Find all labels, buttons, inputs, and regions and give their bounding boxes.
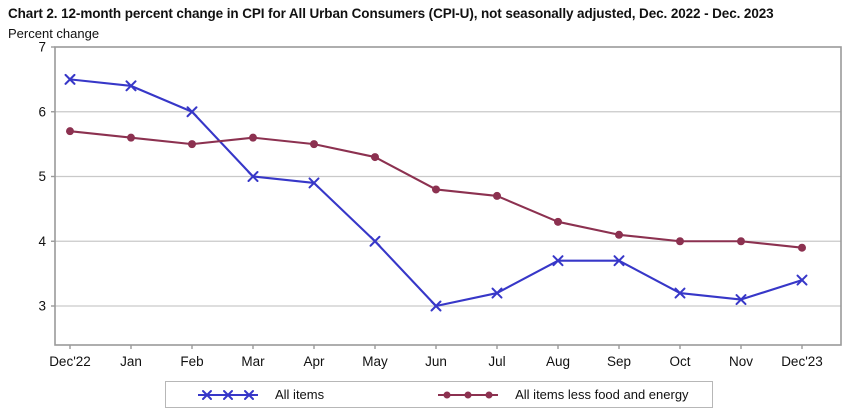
plot-border [54,46,842,346]
marker-x [64,73,76,85]
marker-dot [493,191,501,200]
marker-x [552,255,564,267]
legend-sample-core [438,391,499,398]
x-tick-label: Jul [488,354,505,369]
x-tick-label: Mar [241,354,265,369]
marker-x [796,274,808,286]
marker-x [491,287,503,299]
marker-x [202,389,212,400]
marker-x [125,80,137,92]
legend-item-all-items: All items [196,387,324,402]
marker-x [308,177,320,189]
x-tick-label: Sep [607,354,631,369]
x-tick-label: Oct [669,354,690,369]
marker-x [613,255,625,267]
marker-dot [443,391,451,398]
marker-dot [798,243,806,252]
legend: All items All items less food and energy [165,381,713,408]
marker-x [674,287,686,299]
marker-dot [737,237,745,246]
y-tick-label: 4 [38,234,46,249]
marker-dot [127,133,135,142]
y-tick-label: 3 [38,299,46,314]
y-tick-label: 5 [38,169,46,184]
x-tick-label: May [362,354,388,369]
marker-dot [249,133,257,142]
marker-dot [554,217,562,226]
marker-x [244,389,254,400]
marker-dot [371,153,379,162]
marker-dot [66,127,74,136]
marker-x [369,235,381,247]
marker-x [735,294,747,306]
marker-x [223,389,233,400]
marker-dot [676,237,684,246]
y-tick-label: 6 [38,104,46,119]
marker-dot [464,391,472,398]
x-tick-label: Dec'23 [781,354,823,369]
x-tick-label: Dec'22 [49,354,91,369]
legend-label-core: All items less food and energy [515,387,689,402]
legend-item-core: All items less food and energy [436,387,689,402]
chart-title: Chart 2. 12-month percent change in CPI … [8,6,774,21]
marker-dot [485,391,493,398]
y-axis-unit-label: Percent change [8,26,100,41]
marker-x [430,300,442,312]
marker-dot [432,185,440,194]
y-tick-label: 7 [38,40,46,55]
x-tick-label: Aug [546,354,570,369]
plot-area [55,47,841,345]
marker-dot [310,140,318,149]
marker-dot [615,230,623,239]
x-tick-label: Nov [729,354,753,369]
x-tick-label: Jan [120,354,142,369]
marker-dot [188,140,196,149]
x-tick-label: Jun [425,354,447,369]
x-tick-label: Feb [180,354,203,369]
legend-label-all-items: All items [275,387,325,402]
legend-sample-all-items [198,389,258,400]
x-tick-label: Apr [303,354,325,369]
marker-x [247,171,259,182]
marker-x [186,106,198,118]
